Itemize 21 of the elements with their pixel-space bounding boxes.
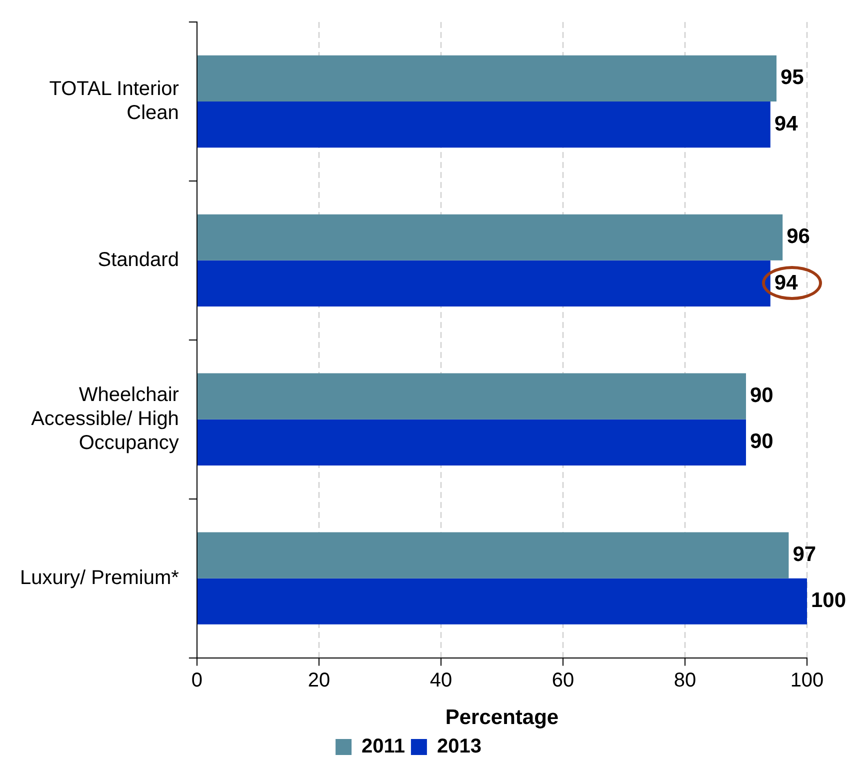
y-tick-label: Standard: [98, 248, 179, 271]
data-label: 94: [774, 112, 798, 136]
legend-label: 2013: [436, 736, 482, 758]
legend-label: 2011: [362, 736, 405, 758]
y-tick-label: TOTAL Interior Clean: [49, 78, 180, 124]
data-label: 95: [780, 66, 804, 90]
data-label: 97: [792, 543, 816, 566]
y-tick-label: Wheelchair Accessible/ High Occupancy: [31, 384, 180, 454]
data-label: 96: [786, 225, 810, 248]
x-tick-label: 0: [191, 669, 202, 692]
x-tick-label: 60: [552, 669, 574, 692]
x-tick-label: 100: [790, 669, 824, 692]
data-label: 100: [811, 589, 846, 612]
x-tick-label: 80: [674, 669, 696, 692]
x-tick-label: 40: [430, 669, 452, 692]
data-label: 90: [750, 384, 774, 408]
data-label: 90: [750, 430, 774, 454]
x-tick-label: 20: [308, 669, 330, 692]
x-axis-title: Percentage: [445, 706, 559, 730]
data-label: 94: [774, 271, 798, 294]
y-tick-label: Luxury/ Premium*: [20, 566, 180, 589]
